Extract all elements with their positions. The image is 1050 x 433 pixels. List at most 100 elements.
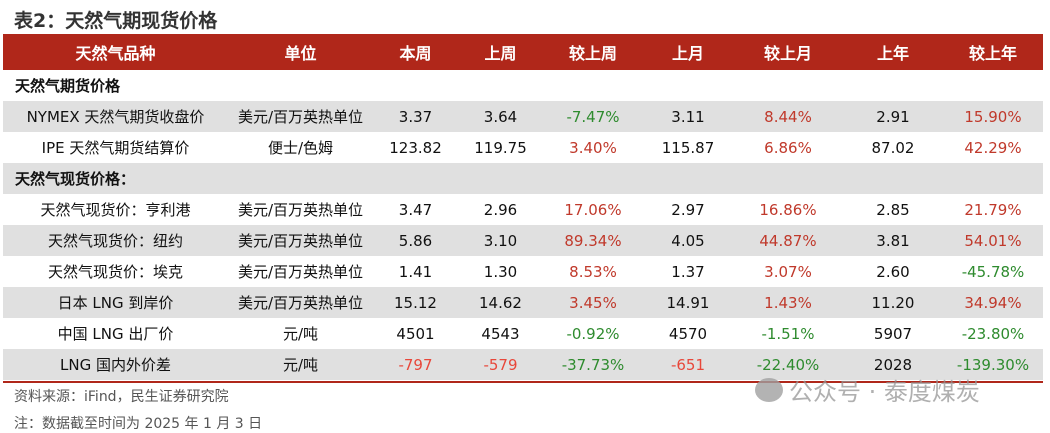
cell-unit: 元/吨: [228, 349, 373, 380]
cell-unit: 美元/百万英热单位: [237, 263, 364, 281]
cell-cur: 3.47: [398, 200, 433, 219]
cell-lw: 4543: [481, 324, 520, 343]
cell-ly: 2028: [843, 349, 943, 380]
cell-wow: 8.53%: [569, 262, 617, 281]
cell-name: 天然气现货价：亨利港: [40, 201, 191, 219]
cell-ly: 5907: [873, 324, 913, 343]
cell-ly: 87.02: [871, 138, 915, 157]
note-text: 注：数据截至时间为 2025 年 1 月 3 日: [14, 416, 263, 432]
header-row: 天然气品种 单位 本周 上周 较上周 上月 较上月 上年 较上年: [3, 34, 1043, 70]
cell-lm: 4.05: [643, 225, 733, 256]
source-text: 资料来源：iFind，民生证券研究院: [14, 389, 229, 405]
column-header: 较上周: [543, 34, 643, 70]
watermark: 公众号 · 泰度煤炭: [755, 372, 980, 407]
cell-mom: 3.07%: [764, 262, 812, 281]
cell-wow: 3.45%: [543, 287, 643, 318]
table-row: 天然气现货价：埃克 美元/百万英热单位 1.41 1.30 8.53% 1.37 3.07%…: [3, 256, 1043, 287]
section-row: 天然气现货价格：: [3, 163, 1043, 194]
cell-name: 天然气现货价：埃克: [47, 263, 183, 281]
cell-unit: 美元/百万英热单位: [228, 287, 373, 318]
cell-yoy: 15.90%: [943, 101, 1043, 132]
cell-name: 天然气现货价：纽约: [3, 225, 228, 256]
cell-wow: -0.92%: [566, 324, 620, 343]
section-label: 天然气期货价格: [15, 77, 121, 95]
cell-lm: 115.87: [661, 138, 715, 157]
cell-yoy: 21.79%: [964, 200, 1022, 219]
cell-lm: 4570: [668, 324, 708, 343]
cell-mom: 44.87%: [733, 225, 843, 256]
cell-lw: 3.10: [458, 225, 543, 256]
cell-lw: 1.30: [483, 262, 518, 281]
cell-wow: -37.73%: [543, 349, 643, 380]
cell-cur: -797: [373, 349, 458, 380]
cell-yoy: -139.30%: [943, 349, 1043, 380]
column-header: 天然气品种: [3, 34, 228, 70]
cell-lw: -579: [458, 349, 543, 380]
cell-mom: 16.86%: [759, 200, 817, 219]
cell-name: 日本 LNG 到岸价: [3, 287, 228, 318]
cell-name: IPE 天然气期货结算价: [41, 139, 190, 157]
cell-ly: 3.81: [843, 225, 943, 256]
cell-mom: -1.51%: [761, 324, 815, 343]
cell-unit: 美元/百万英热单位: [237, 201, 364, 219]
cell-yoy: 34.94%: [943, 287, 1043, 318]
cell-unit: 美元/百万英热单位: [228, 225, 373, 256]
cell-wow: 89.34%: [543, 225, 643, 256]
column-header: 本周: [373, 34, 458, 70]
cell-unit: 便士/色姆: [267, 139, 334, 157]
cell-unit: 元/吨: [282, 325, 319, 343]
cell-ly: 2.91: [843, 101, 943, 132]
cell-lw: 2.96: [483, 200, 518, 219]
table-row: 天然气现货价：亨利港 美元/百万英热单位 3.47 2.96 17.06% 2.97 16.…: [3, 194, 1043, 225]
cell-cur: 4501: [396, 324, 435, 343]
table-row: LNG 国内外价差 元/吨 -797 -579 -37.73% -651 -22.40% 20…: [3, 349, 1043, 380]
column-header: 较上年: [943, 34, 1043, 70]
cell-cur: 3.37: [373, 101, 458, 132]
cell-lm: 3.11: [643, 101, 733, 132]
cell-yoy: 54.01%: [943, 225, 1043, 256]
cell-yoy: -23.80%: [961, 324, 1025, 343]
table-row: 日本 LNG 到岸价 美元/百万英热单位 15.12 14.62 3.45% 14.91 1…: [3, 287, 1043, 318]
cell-wow: -7.47%: [543, 101, 643, 132]
cell-mom: 8.44%: [733, 101, 843, 132]
cell-lw: 3.64: [458, 101, 543, 132]
cell-ly: 11.20: [843, 287, 943, 318]
cell-wow: 17.06%: [564, 200, 622, 219]
table-row: 天然气现货价：纽约 美元/百万英热单位 5.86 3.10 89.34% 4.05 44.8…: [3, 225, 1043, 256]
wechat-icon: [755, 377, 783, 402]
column-header: 上周: [458, 34, 543, 70]
cell-name: LNG 国内外价差: [3, 349, 228, 380]
cell-unit: 美元/百万英热单位: [228, 101, 373, 132]
cell-cur: 1.41: [398, 262, 433, 281]
table-bottom-rule: [3, 381, 1043, 383]
cell-lw: 14.62: [458, 287, 543, 318]
column-header: 较上月: [733, 34, 843, 70]
cell-yoy: -45.78%: [961, 262, 1025, 281]
cell-ly: 2.85: [876, 200, 910, 219]
cell-mom: -22.40%: [733, 349, 843, 380]
table-row: IPE 天然气期货结算价 便士/色姆 123.82 119.75 3.40% 115.87…: [3, 132, 1043, 163]
table-title: 表2：天然气期现货价格: [14, 10, 218, 32]
cell-lm: 2.97: [671, 200, 705, 219]
column-header: 单位: [228, 34, 373, 70]
watermark-text: 公众号 · 泰度煤炭: [789, 378, 980, 406]
section-label: 天然气现货价格：: [3, 163, 1043, 194]
cell-mom: 6.86%: [764, 138, 812, 157]
cell-cur: 15.12: [373, 287, 458, 318]
cell-lm: -651: [643, 349, 733, 380]
cell-lm: 14.91: [643, 287, 733, 318]
cell-cur: 5.86: [373, 225, 458, 256]
column-header: 上月: [643, 34, 733, 70]
gas-price-table: 天然气品种 单位 本周 上周 较上周 上月 较上月 上年 较上年 天然气期货价格 NYMEX 天然…: [3, 34, 1043, 380]
column-header: 上年: [843, 34, 943, 70]
cell-ly: 2.60: [876, 262, 910, 281]
cell-lw: 119.75: [474, 138, 527, 157]
cell-name: 中国 LNG 出厂价: [57, 325, 174, 343]
cell-yoy: 42.29%: [964, 138, 1022, 157]
cell-cur: 123.82: [389, 138, 442, 157]
cell-name: NYMEX 天然气期货收盘价: [3, 101, 228, 132]
section-row: 天然气期货价格: [3, 70, 1043, 101]
table-row: 中国 LNG 出厂价 元/吨 4501 4543 -0.92% 4570 -1.51% 590…: [3, 318, 1043, 349]
cell-lm: 1.37: [671, 262, 705, 281]
cell-mom: 1.43%: [733, 287, 843, 318]
